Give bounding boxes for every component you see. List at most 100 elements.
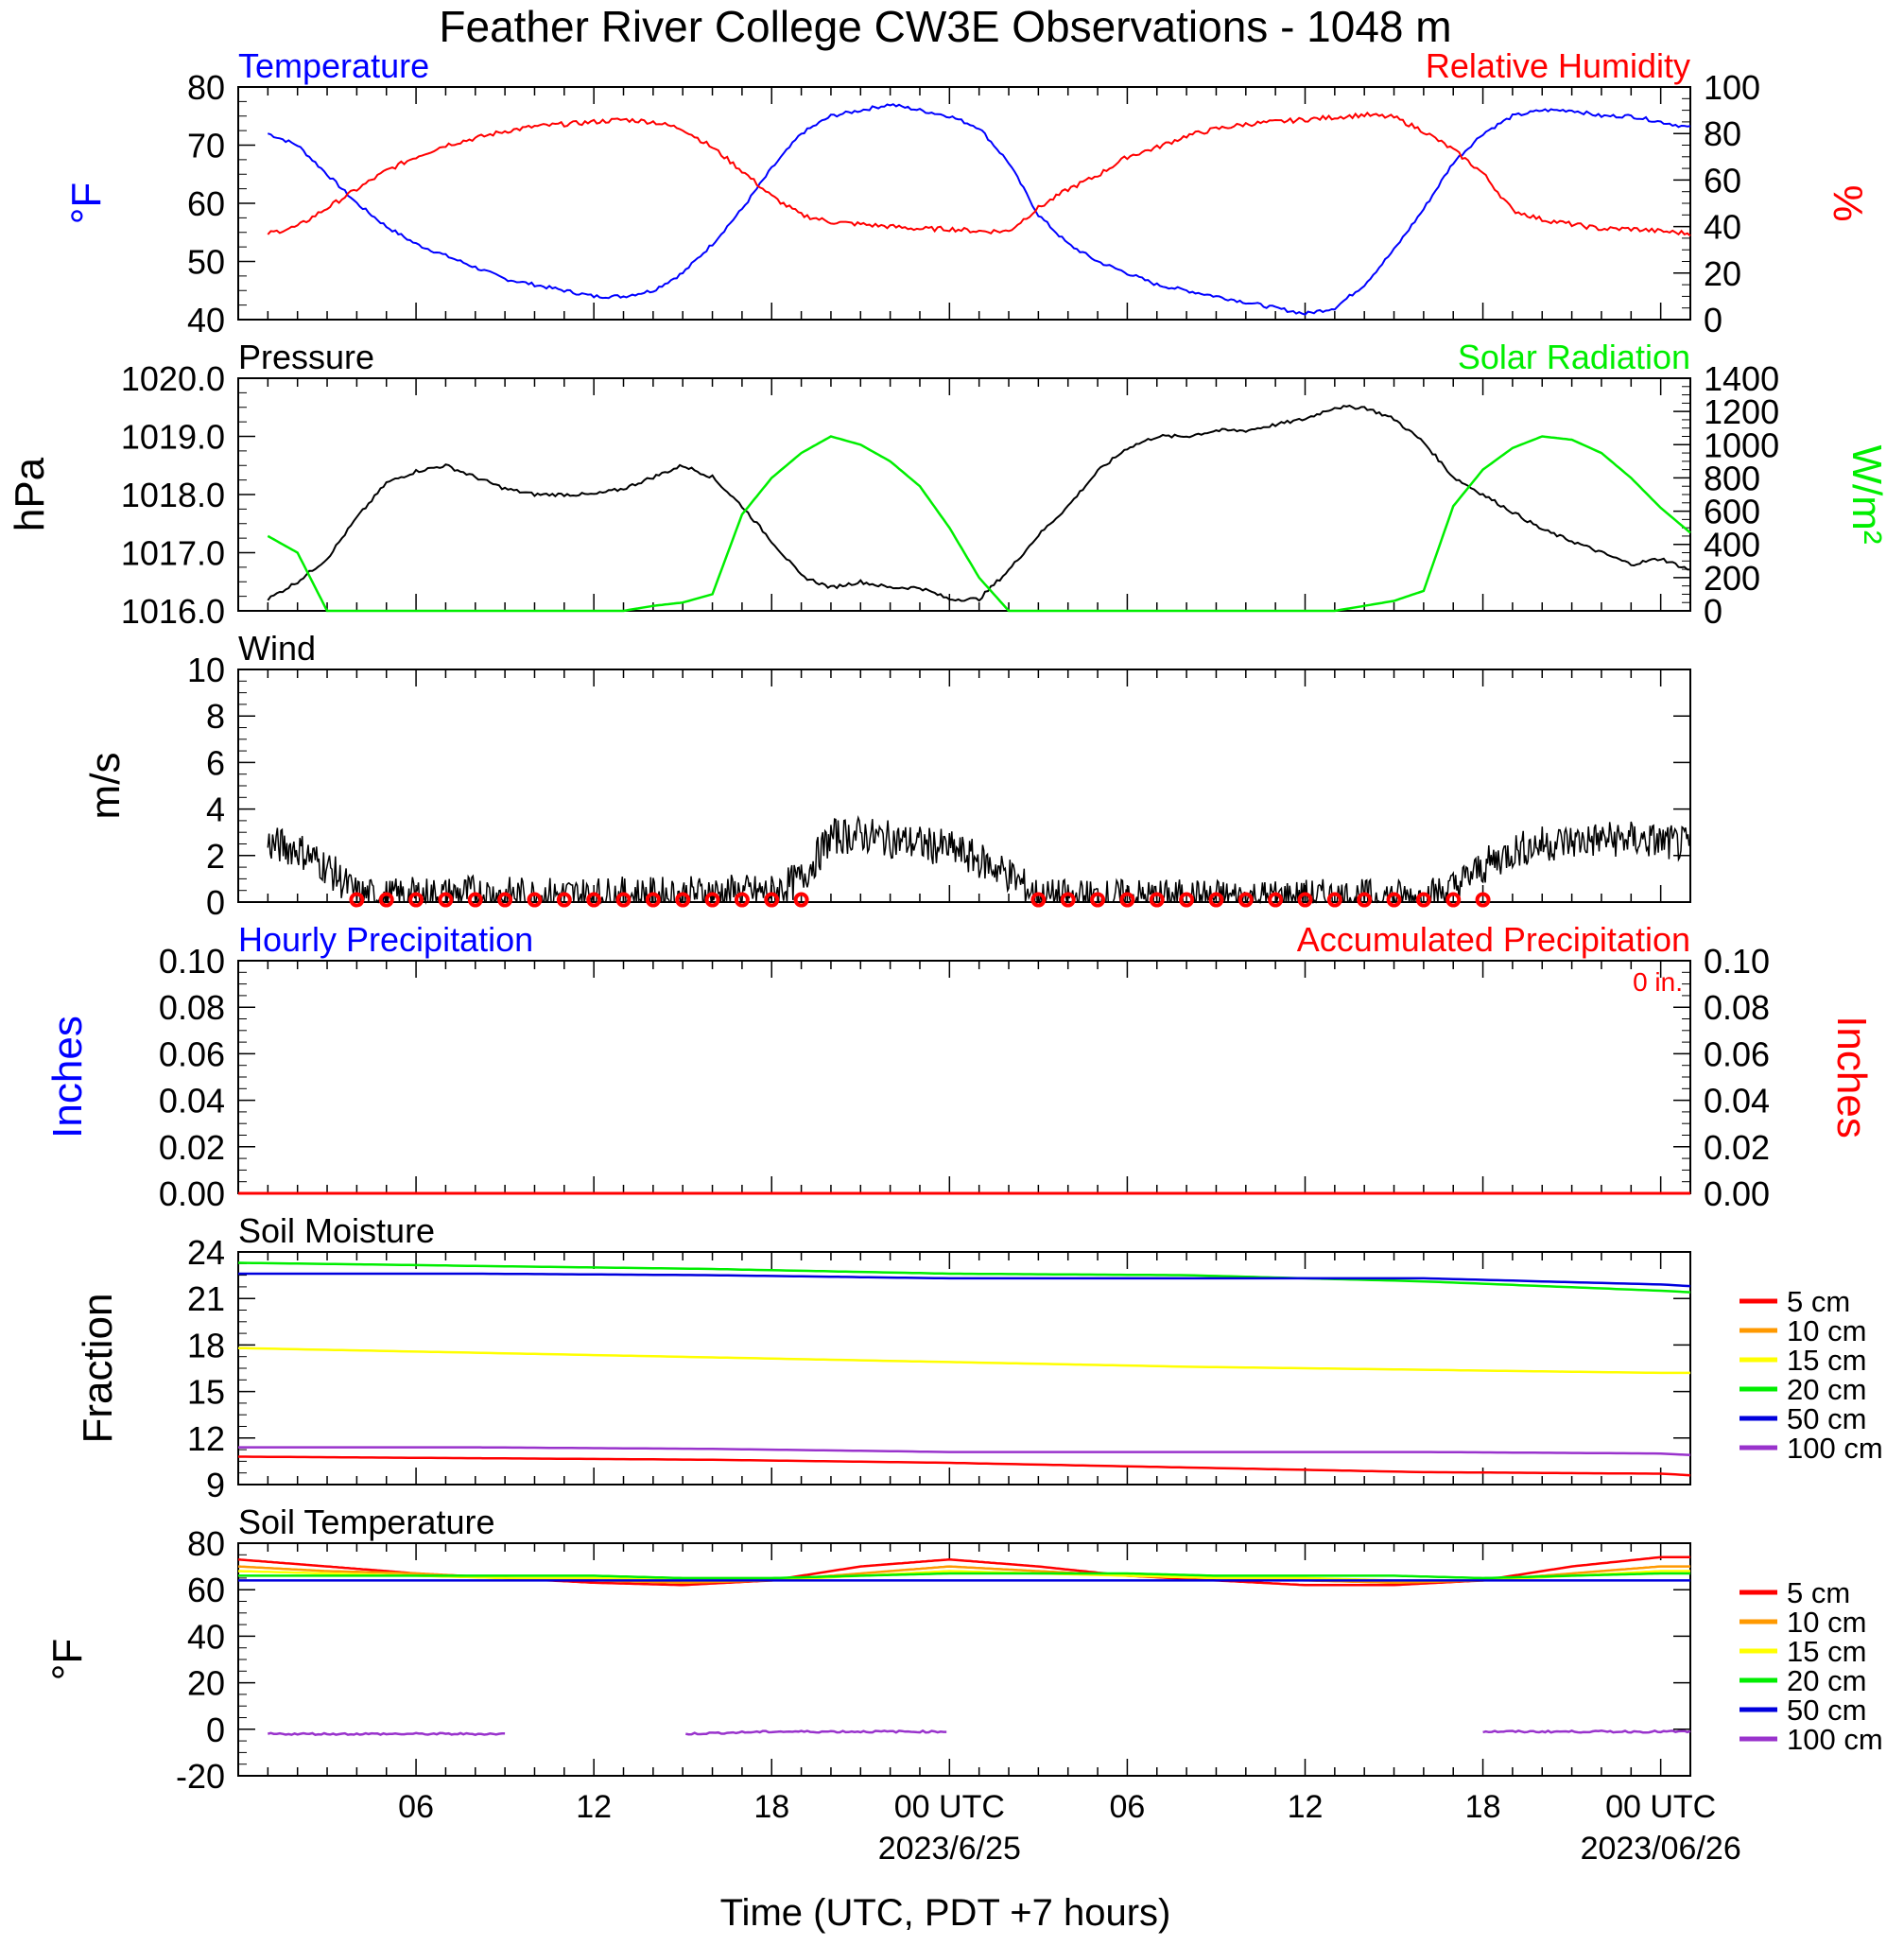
y-tick-label: 18 bbox=[187, 1326, 225, 1364]
calm-wind-marker bbox=[527, 892, 543, 908]
y-tick-label: 21 bbox=[187, 1279, 225, 1318]
y-tick-label: 0 bbox=[1704, 592, 1722, 631]
calm-wind-marker bbox=[586, 892, 602, 908]
soil-moisture-axis-label: Fraction bbox=[75, 1294, 121, 1444]
pressure-line bbox=[267, 404, 1691, 602]
hourly-precip-title: Hourly Precipitation bbox=[238, 920, 533, 959]
x-tick-label: 12 bbox=[1288, 1789, 1324, 1825]
y-tick-label: 4 bbox=[206, 791, 225, 829]
calm-wind-marker bbox=[556, 892, 572, 908]
legend-label: 5 cm bbox=[1787, 1576, 1850, 1609]
x-tick-label: 00 UTC bbox=[894, 1789, 1005, 1825]
wind-panel-frame bbox=[237, 669, 1691, 903]
y-tick-label: -20 bbox=[176, 1757, 225, 1796]
pressure-title: Pressure bbox=[238, 338, 374, 376]
x-date-label: 2023/6/25 bbox=[878, 1831, 1021, 1867]
soil-moisture-line bbox=[238, 1272, 1691, 1288]
y-tick-label: 60 bbox=[187, 184, 225, 223]
y-tick-label: 600 bbox=[1704, 493, 1760, 531]
precip-axis-label-left: Inches bbox=[44, 1016, 91, 1138]
soil-temp-title: Soil Temperature bbox=[238, 1503, 494, 1541]
calm-wind-marker bbox=[793, 892, 809, 908]
calm-wind-marker bbox=[1030, 892, 1047, 908]
legend-label: 10 cm bbox=[1787, 1606, 1866, 1639]
y-tick-label: 200 bbox=[1704, 559, 1760, 598]
soil-moisture-line bbox=[237, 1261, 1691, 1294]
legend-label: 10 cm bbox=[1787, 1314, 1866, 1347]
accum-precip-total: 0 in. bbox=[1633, 967, 1683, 997]
humidity-title: Relative Humidity bbox=[1426, 46, 1690, 85]
x-tick-label: 06 bbox=[398, 1789, 434, 1825]
y-tick-label: 1400 bbox=[1704, 359, 1779, 398]
x-tick-label: 12 bbox=[576, 1789, 612, 1825]
calm-wind-marker bbox=[467, 892, 483, 908]
legend-label: 5 cm bbox=[1787, 1285, 1850, 1318]
calm-wind-marker bbox=[408, 892, 424, 908]
soil-moisture-panel-frame bbox=[237, 1251, 1691, 1486]
wind-title: Wind bbox=[238, 629, 316, 668]
legend-label: 20 cm bbox=[1787, 1664, 1866, 1697]
y-tick-label: 70 bbox=[187, 127, 225, 165]
y-tick-label: 10 bbox=[187, 651, 225, 689]
calm-wind-marker bbox=[1268, 892, 1284, 908]
solar-axis-label: W/m² bbox=[1843, 444, 1890, 544]
y-tick-label: 1000 bbox=[1704, 426, 1779, 464]
x-date-label: 2023/06/26 bbox=[1581, 1831, 1741, 1867]
y-tick-label: 1018.0 bbox=[121, 476, 225, 514]
temperature-axis-label: °F bbox=[63, 182, 110, 224]
calm-wind-marker bbox=[1357, 892, 1373, 908]
y-tick-label: 0.02 bbox=[159, 1128, 225, 1167]
calm-wind-marker bbox=[704, 892, 720, 908]
calm-wind-marker bbox=[1326, 892, 1342, 908]
y-tick-label: 1017.0 bbox=[121, 534, 225, 573]
soil-temp-line bbox=[267, 1729, 1691, 1737]
calm-wind-marker bbox=[1119, 892, 1135, 908]
precip-panel-frame bbox=[237, 960, 1691, 1194]
legend-label: 100 cm bbox=[1787, 1723, 1883, 1756]
y-tick-label: 0.06 bbox=[159, 1034, 225, 1073]
y-tick-label: 0.00 bbox=[159, 1174, 225, 1213]
legend-label: 50 cm bbox=[1787, 1694, 1866, 1727]
y-tick-label: 80 bbox=[187, 1524, 225, 1563]
x-axis-title: Time (UTC, PDT +7 hours) bbox=[720, 1892, 1171, 1934]
y-tick-label: 800 bbox=[1704, 459, 1760, 497]
calm-wind-marker bbox=[734, 892, 750, 908]
legend-label: 50 cm bbox=[1787, 1402, 1866, 1435]
calm-wind-marker bbox=[1445, 892, 1462, 908]
y-tick-label: 60 bbox=[1704, 161, 1741, 200]
calm-wind-marker bbox=[1060, 892, 1076, 908]
y-tick-label: 400 bbox=[1704, 526, 1760, 565]
solar-title: Solar Radiation bbox=[1458, 338, 1690, 376]
solar-line bbox=[267, 435, 1691, 613]
y-tick-label: 8 bbox=[206, 697, 225, 736]
y-tick-label: 0.04 bbox=[1704, 1082, 1770, 1121]
y-tick-label: 1016.0 bbox=[121, 592, 225, 631]
y-tick-label: 40 bbox=[187, 301, 225, 339]
calm-wind-marker bbox=[1475, 892, 1491, 908]
y-tick-label: 15 bbox=[187, 1373, 225, 1412]
x-tick-label: 00 UTC bbox=[1605, 1789, 1716, 1825]
x-tick-label: 18 bbox=[753, 1789, 789, 1825]
y-tick-label: 0 bbox=[206, 883, 225, 922]
x-axis: 06 12 18 00 UTC 06 12 18 00 UTC 2023/6/25 2023/06… bbox=[398, 1789, 1741, 1867]
y-tick-label: 2 bbox=[206, 837, 225, 876]
calm-wind-marker bbox=[615, 892, 632, 908]
y-tick-label: 12 bbox=[187, 1419, 225, 1458]
calm-wind-marker bbox=[497, 892, 513, 908]
calm-wind-marker bbox=[378, 892, 394, 908]
humidity-line bbox=[267, 111, 1691, 237]
y-tick-label: 0.00 bbox=[1704, 1174, 1770, 1213]
y-tick-label: 0.10 bbox=[1704, 942, 1770, 981]
y-tick-label: 0.08 bbox=[159, 988, 225, 1027]
panel-pressure-solar: 1016.0 1017.0 1018.0 1019.0 1020.0 0200400600… bbox=[7, 338, 1890, 631]
legend-label: 15 cm bbox=[1787, 1635, 1866, 1668]
precip-axis-label-right: Inches bbox=[1828, 1016, 1875, 1138]
calm-wind-marker bbox=[675, 892, 691, 908]
y-tick-label: 0.08 bbox=[1704, 988, 1770, 1027]
calm-wind-marker bbox=[1179, 892, 1195, 908]
legend-label: 20 cm bbox=[1787, 1373, 1866, 1406]
y-tick-label: 50 bbox=[187, 243, 225, 282]
